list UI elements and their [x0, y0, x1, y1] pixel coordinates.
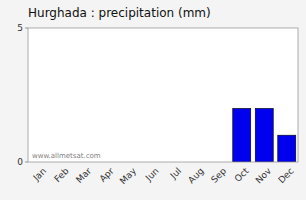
x-tick-label: Sep [209, 166, 228, 185]
watermark: www.allmetsat.com [32, 152, 101, 160]
bar [233, 108, 251, 162]
title: Hurghada : precipitation (mm) [28, 6, 211, 20]
x-tick-label: Jul [168, 166, 183, 181]
bar [278, 135, 296, 162]
x-tick-label: Aug [186, 166, 206, 186]
chart-container: 0 5 JanFebMar AprMayJun JulAugSep OctNovDec Hu… [0, 0, 306, 200]
y-tick [25, 162, 28, 163]
x-tick-label: Mar [74, 166, 93, 185]
bars [233, 108, 296, 162]
y-tick-label: 5 [17, 23, 23, 33]
y-tick [25, 28, 28, 29]
x-tick-label: Apr [98, 166, 116, 184]
x-tick-label: Feb [52, 166, 71, 185]
y-tick-label: 0 [17, 157, 23, 167]
x-tick-label: Dec [276, 166, 295, 185]
chart-svg: 0 5 JanFebMar AprMayJun JulAugSep OctNovDec Hu… [0, 0, 306, 200]
x-tick-label: May [118, 165, 139, 186]
plot-frame [28, 28, 298, 162]
bar [255, 108, 273, 162]
x-tick-label: Jan [31, 166, 49, 184]
x-tick-label: Oct [233, 166, 251, 184]
plot-area [28, 28, 298, 162]
x-tick-label: Nov [254, 165, 274, 185]
x-tick-label: Jun [143, 166, 161, 184]
